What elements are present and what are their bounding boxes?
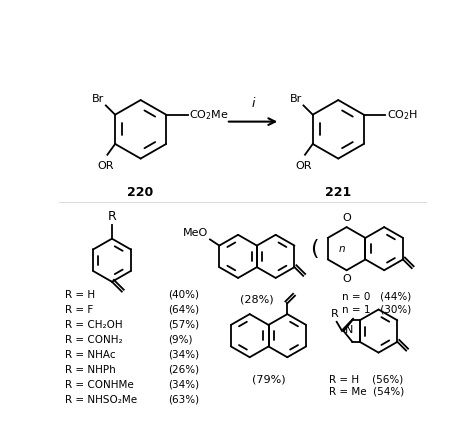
Text: 221: 221 (325, 186, 351, 198)
Text: R = CH₂OH: R = CH₂OH (65, 320, 123, 330)
Text: Br: Br (92, 94, 104, 104)
Text: (79%): (79%) (252, 374, 285, 384)
Text: R = H    (56%): R = H (56%) (329, 374, 403, 384)
Text: (28%): (28%) (240, 295, 273, 305)
Text: 220: 220 (128, 186, 154, 198)
Text: R: R (108, 210, 116, 223)
Text: n = 0   (44%): n = 0 (44%) (342, 292, 411, 302)
Text: CO$_2$H: CO$_2$H (387, 108, 418, 122)
Text: (34%): (34%) (168, 350, 199, 360)
Text: O: O (342, 274, 351, 284)
Text: (57%): (57%) (168, 320, 199, 330)
Text: R = NHAc: R = NHAc (65, 350, 116, 360)
Text: R = CONH₂: R = CONH₂ (65, 335, 123, 345)
Text: R = F: R = F (65, 305, 94, 315)
Text: R = NHSO₂Me: R = NHSO₂Me (65, 395, 137, 405)
Text: OR: OR (98, 161, 114, 171)
Text: (: ( (310, 238, 319, 259)
Text: R: R (331, 309, 339, 319)
Text: N: N (345, 324, 353, 334)
Text: R = NHPh: R = NHPh (65, 365, 116, 375)
Text: R = H: R = H (65, 290, 96, 300)
Text: O: O (342, 213, 351, 223)
Text: (40%): (40%) (168, 290, 199, 300)
Text: n = 1   (30%): n = 1 (30%) (342, 304, 411, 314)
Text: MeO: MeO (183, 228, 209, 238)
Text: (64%): (64%) (168, 305, 199, 315)
Text: n: n (338, 244, 345, 254)
Text: CO$_2$Me: CO$_2$Me (190, 108, 229, 122)
Text: i: i (251, 97, 255, 110)
Text: Br: Br (290, 94, 302, 104)
Text: (34%): (34%) (168, 380, 199, 390)
Text: R = Me  (54%): R = Me (54%) (329, 386, 404, 396)
Text: (9%): (9%) (168, 335, 192, 345)
Text: (26%): (26%) (168, 365, 199, 375)
Text: OR: OR (295, 161, 312, 171)
Text: R = CONHMe: R = CONHMe (65, 380, 134, 390)
Text: (63%): (63%) (168, 395, 199, 405)
